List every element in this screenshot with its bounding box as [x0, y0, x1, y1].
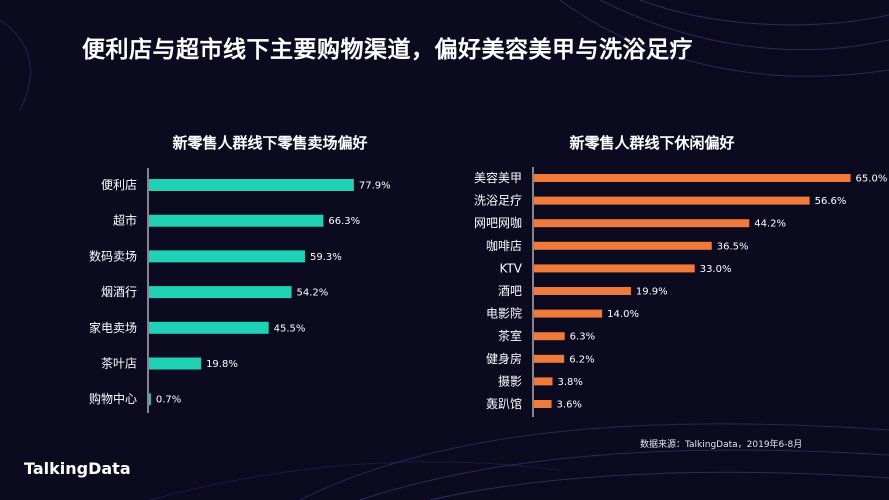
category-label: 摄影	[498, 373, 522, 388]
bar	[149, 179, 354, 191]
data-source-note: 数据来源：TalkingData，2019年6-8月	[640, 440, 803, 450]
category-label: 网吧网咖	[474, 215, 522, 230]
value-label: 6.3%	[570, 332, 595, 343]
value-label: 59.3%	[310, 252, 342, 263]
page-title: 便利店与超市线下主要购物渠道，偏好美容美甲与洗浴足疗	[82, 37, 693, 63]
category-label: 健身房	[486, 351, 522, 366]
category-label: 洗浴足疗	[474, 194, 522, 208]
value-label: 33.0%	[700, 264, 732, 275]
value-label: 44.2%	[754, 219, 786, 230]
bar	[534, 309, 603, 318]
category-label: 酒吧	[498, 284, 522, 298]
value-label: 19.8%	[206, 359, 238, 370]
bar	[534, 400, 552, 408]
value-label: 14.0%	[607, 309, 639, 320]
value-label: 36.5%	[717, 241, 749, 252]
leisure-preference-bar-chart: 美容美甲 65.0% 洗浴足疗 56.6% 网吧网咖 44.2% 咖啡店 36.5% KTV 33…	[474, 167, 888, 417]
left-chart-title: 新零售人群线下零售卖场偏好	[172, 134, 368, 152]
category-label: 咖啡店	[486, 238, 522, 253]
bar	[149, 286, 292, 299]
value-label: 3.8%	[558, 377, 583, 388]
value-label: 0.7%	[156, 395, 181, 406]
value-label: 54.2%	[297, 288, 329, 299]
talkingdata-logo: TalkingData	[24, 459, 131, 478]
category-label: 茶室	[498, 328, 522, 343]
bar	[534, 196, 810, 205]
category-label: 电影院	[486, 307, 522, 321]
bar	[534, 287, 631, 295]
bar	[534, 241, 712, 250]
value-label: 6.2%	[569, 354, 594, 365]
category-label: 便利店	[101, 178, 137, 192]
category-label: 美容美甲	[474, 170, 522, 185]
category-label: KTV	[500, 261, 523, 275]
right-chart-title: 新零售人群线下休闲偏好	[569, 134, 735, 152]
bar	[534, 219, 750, 228]
retail-preference-bar-chart: 便利店 77.9% 超市 66.3% 数码卖场 59.3% 烟酒行 54.2% 家电卖场 45.5…	[89, 168, 391, 413]
value-label: 77.9%	[359, 181, 391, 192]
bar	[534, 174, 851, 182]
category-label: 购物中心	[89, 391, 137, 406]
bar	[149, 357, 202, 370]
bar	[149, 250, 305, 263]
value-label: 66.3%	[328, 216, 360, 227]
category-label: 数码卖场	[89, 248, 137, 263]
bar	[534, 332, 565, 341]
bar	[534, 377, 553, 386]
bar	[534, 354, 565, 363]
value-label: 65.0%	[856, 174, 888, 185]
value-label: 19.9%	[636, 287, 668, 298]
category-label: 轰趴馆	[486, 396, 522, 411]
category-label: 茶叶店	[101, 356, 137, 371]
category-label: 烟酒行	[101, 285, 137, 299]
bar	[149, 321, 269, 334]
bar	[149, 214, 324, 227]
value-label: 56.6%	[815, 196, 847, 207]
category-label: 超市	[113, 213, 137, 228]
value-label: 45.5%	[274, 323, 306, 334]
category-label: 家电卖场	[89, 320, 137, 335]
bar	[534, 264, 695, 273]
bar	[149, 393, 151, 406]
value-label: 3.6%	[557, 400, 582, 411]
